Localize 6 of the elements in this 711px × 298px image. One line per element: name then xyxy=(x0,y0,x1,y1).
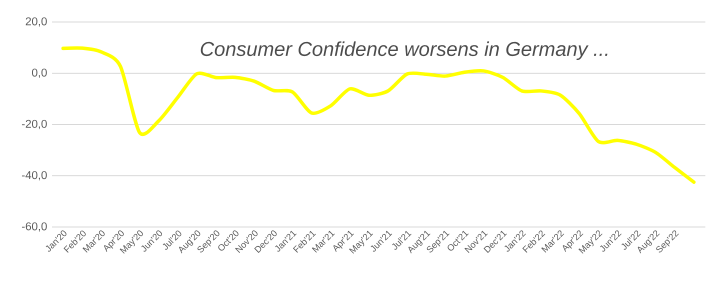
y-tick-label: -20,0 xyxy=(22,120,47,130)
y-tick-label: 20,0 xyxy=(26,17,47,27)
y-tick-label: -60,0 xyxy=(22,222,47,232)
text: Consumer Confidence worsens in Germany ... xyxy=(200,41,608,60)
y-tick-label: 0,0 xyxy=(32,68,47,78)
y-tick-label: -40,0 xyxy=(22,171,47,180)
